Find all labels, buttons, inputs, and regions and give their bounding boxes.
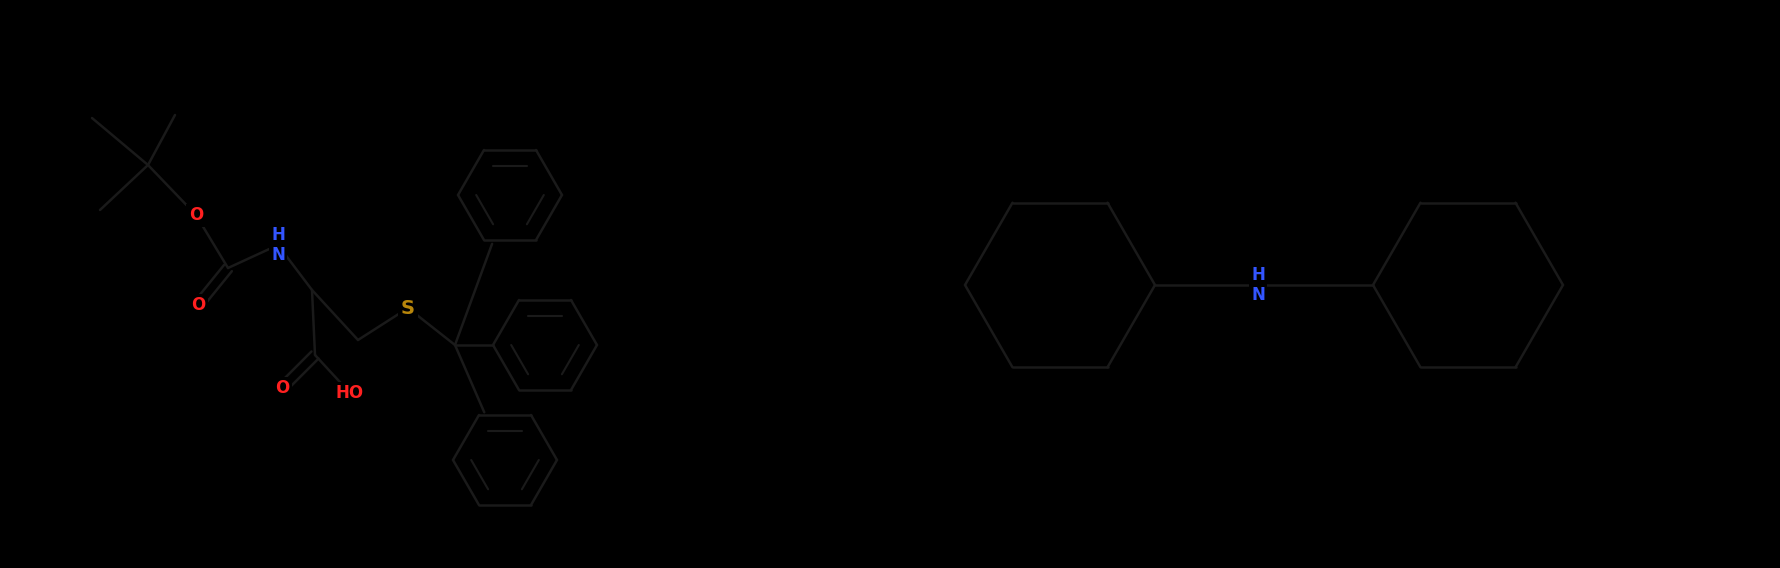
Text: S: S xyxy=(400,299,415,318)
Text: O: O xyxy=(189,206,203,224)
Text: O: O xyxy=(190,296,205,314)
Text: H
N: H N xyxy=(1251,266,1266,304)
Text: O: O xyxy=(274,379,288,397)
Text: H
N: H N xyxy=(271,225,285,264)
Text: HO: HO xyxy=(336,384,365,402)
